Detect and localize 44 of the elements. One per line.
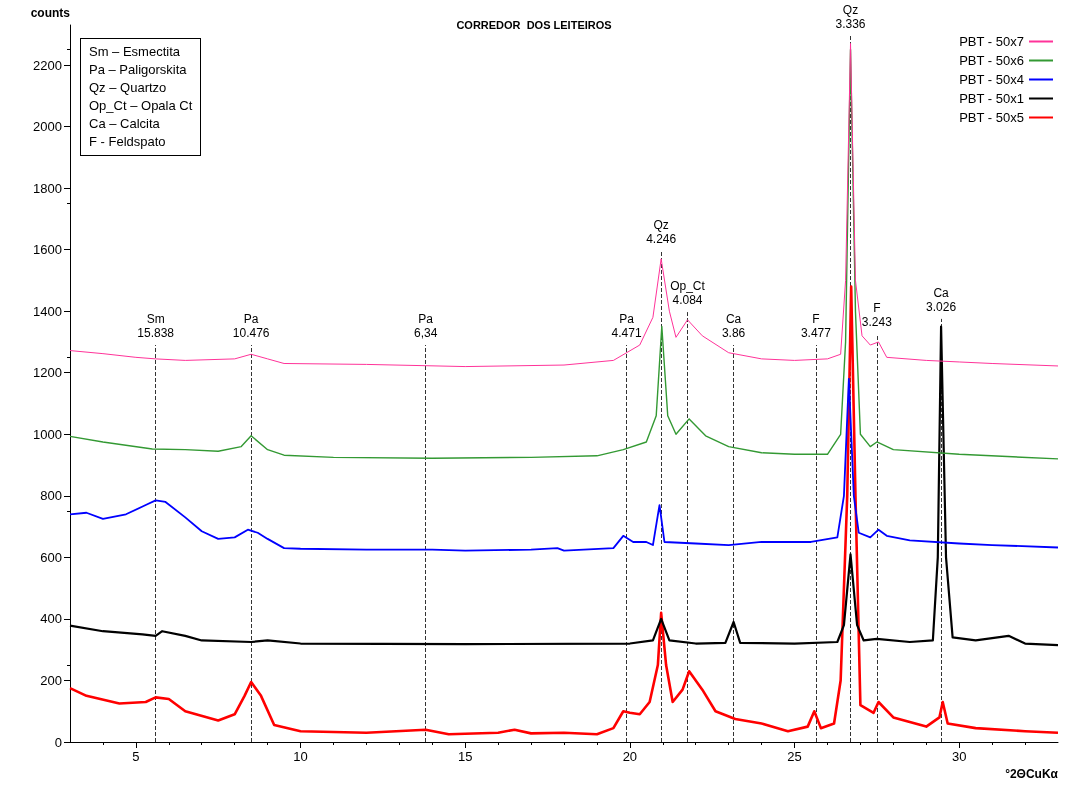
ref-line-label: Ca 3.86 (721, 312, 746, 341)
x-tick-label: 20 (622, 749, 638, 764)
y-tick-label: 800 (40, 488, 62, 504)
ref-line-label: Qz 3.336 (835, 2, 866, 31)
y-tick-label: 1000 (33, 426, 62, 442)
y-tick-label: 0 (54, 734, 62, 750)
ref-line-label: Op_Ct 4.084 (670, 279, 706, 308)
annotation: Ca – Calcita (89, 115, 161, 133)
y-tick-label: 1200 (33, 365, 62, 381)
legend-label: PBT - 50x5 (959, 110, 1024, 125)
y-tick-label: 2000 (33, 119, 62, 135)
x-tick-label: 5 (132, 749, 140, 764)
ref-line-label: Sm 15.838 (137, 312, 175, 341)
x-tick-label: 15 (457, 749, 473, 764)
y-tick-label: 600 (40, 549, 62, 565)
ref-line-label: Pa 4.471 (611, 312, 642, 341)
ref-line-label: F 3.243 (861, 301, 893, 330)
annotation: Op_Ct – Opala Ct (89, 97, 193, 115)
ref-line-label: Qz 4.246 (646, 218, 677, 247)
chart-title: CORREDOR DOS LEITEIROS (456, 18, 612, 31)
legend-label: PBT - 50x7 (959, 34, 1024, 49)
y-tick-label: 400 (40, 611, 62, 627)
y-tick-label: 2200 (33, 57, 62, 73)
legend-label: PBT - 50x6 (959, 53, 1024, 68)
line-series (69, 377, 1059, 552)
x-tick-label: 10 (293, 749, 308, 764)
legend-label: PBT - 50x1 (959, 91, 1024, 106)
x-axis-title: °2ΘCuKα (1005, 767, 1059, 781)
y-tick-label: 200 (40, 672, 62, 688)
annotation: Sm – Esmectita (89, 43, 182, 61)
annotation: Qz – Quartzo (89, 79, 168, 97)
annotation: F - Feldspato (89, 133, 167, 151)
y-tick-label: 1600 (33, 242, 62, 258)
y-axis-title: counts (30, 6, 71, 20)
y-tick-label: 1800 (33, 180, 62, 196)
annotation: Pa – Paligorskita (89, 61, 188, 79)
ref-line-label: F 3.477 (800, 312, 832, 341)
ref-line-label: Ca 3.026 (926, 285, 957, 314)
ref-line-label: Pa 6,34 (414, 312, 438, 341)
y-tick-label: 1400 (33, 303, 62, 319)
ref-line-label: Pa 10.476 (232, 312, 270, 341)
x-tick-label: 30 (951, 749, 967, 764)
legend-label: PBT - 50x4 (959, 72, 1024, 87)
x-tick-label: 25 (787, 749, 802, 764)
